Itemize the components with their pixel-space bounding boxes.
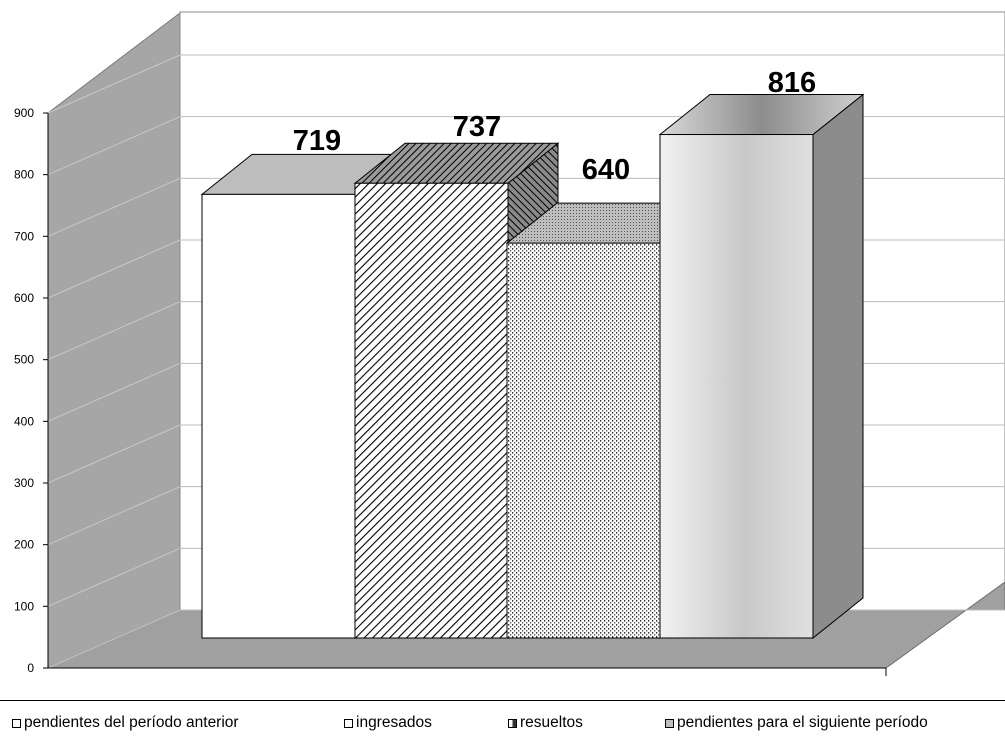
legend-label: resueltos <box>520 714 583 731</box>
bar-chart-3d: 0 100 200 300 400 500 600 700 800 900 719 737 640 81… <box>14 11 1005 676</box>
gridline-side <box>47 609 181 669</box>
bar-front <box>659 134 814 639</box>
y-tick-label: 100 <box>14 599 34 613</box>
bar-front <box>506 242 661 639</box>
gridline-side <box>47 486 181 546</box>
legend: pendientes del período anterior ingresad… <box>0 700 1005 744</box>
legend-swatch <box>665 718 674 728</box>
bar-front <box>201 193 356 639</box>
gridline-side <box>47 547 181 607</box>
legend-label: pendientes del período anterior <box>24 714 239 731</box>
y-tick-label: 500 <box>14 353 34 367</box>
y-tick-label: 600 <box>14 291 34 305</box>
y-tick-label: 800 <box>14 168 34 182</box>
data-label-4: 816 <box>768 67 816 99</box>
y-tick-label: 0 <box>27 661 34 675</box>
bar-4 <box>658 93 865 640</box>
side-wall <box>47 11 181 669</box>
legend-item-resueltos: resueltos <box>508 714 583 732</box>
y-tick-label: 400 <box>14 414 34 428</box>
legend-swatch <box>508 718 517 728</box>
bars <box>200 93 865 640</box>
y-tick-label: 300 <box>14 476 34 490</box>
gridline-side <box>47 424 181 484</box>
legend-label: ingresados <box>356 714 432 731</box>
y-axis: 0 100 200 300 400 500 600 700 800 900 <box>14 106 887 676</box>
legend-item-ingresados: ingresados <box>344 714 432 732</box>
legend-item-pendientes-anterior: pendientes del período anterior <box>12 714 239 732</box>
y-tick-label: 200 <box>14 538 34 552</box>
bar-side <box>812 93 864 640</box>
gridline-side <box>47 239 181 299</box>
bar-front <box>354 182 509 639</box>
legend-swatch <box>12 718 21 728</box>
legend-item-pendientes-siguiente: pendientes para el siguiente período <box>665 714 928 732</box>
data-label-3: 640 <box>582 154 630 186</box>
gridline-side <box>47 116 181 176</box>
gridline-side <box>47 54 181 114</box>
legend-swatch <box>344 718 353 728</box>
y-tick-label: 900 <box>14 106 34 120</box>
data-labels: 719 737 640 816 <box>293 67 816 186</box>
gridline-side <box>47 362 181 422</box>
gridline-side <box>47 177 181 237</box>
legend-label: pendientes para el siguiente período <box>677 714 928 731</box>
legend-divider <box>0 700 1005 701</box>
gridline-side <box>47 301 181 361</box>
data-label-1: 719 <box>293 125 341 157</box>
y-tick-label: 700 <box>14 229 34 243</box>
data-label-2: 737 <box>453 111 501 143</box>
